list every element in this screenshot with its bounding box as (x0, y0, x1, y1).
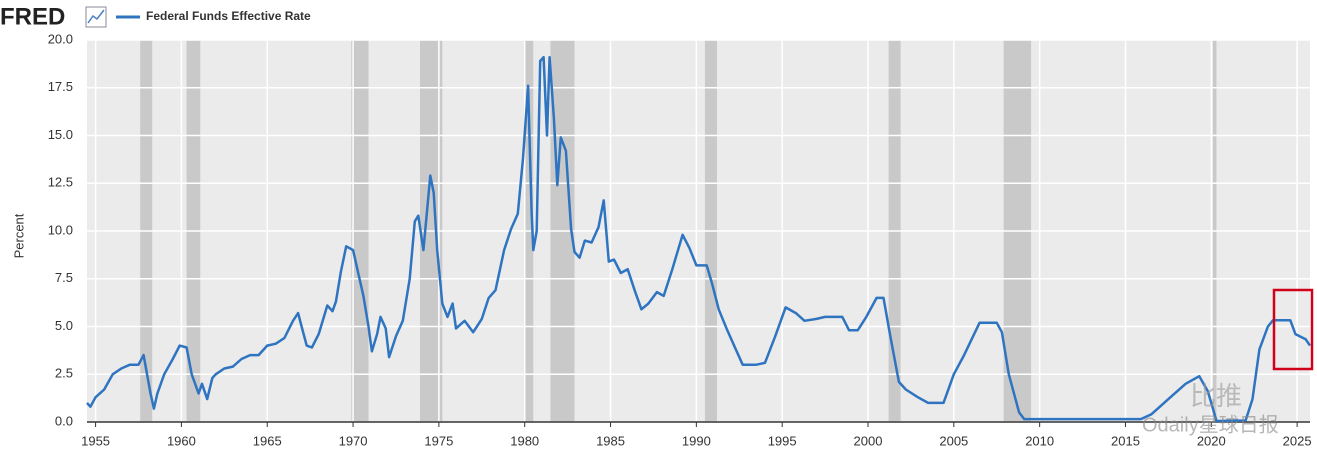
y-axis-label: Percent (11, 213, 26, 258)
y-tick-label: 7.5 (55, 270, 73, 285)
y-tick-label: 5.0 (55, 318, 73, 333)
x-tick-label: 2020 (1197, 433, 1226, 448)
y-tick-label: 15.0 (48, 127, 73, 142)
x-tick-label: 2010 (1025, 433, 1054, 448)
y-tick-label: 17.5 (48, 79, 73, 94)
x-tick-label: 1980 (510, 433, 539, 448)
x-tick-label: 1990 (682, 433, 711, 448)
y-tick-label: 2.5 (55, 366, 73, 381)
x-tick-label: 1975 (424, 433, 453, 448)
x-tick-label: 1965 (253, 433, 282, 448)
x-tick-label: 2025 (1283, 433, 1312, 448)
x-tick-label: 2015 (1111, 433, 1140, 448)
y-tick-label: 10.0 (48, 222, 73, 237)
logo-icon-line (87, 9, 105, 24)
x-tick-label: 1995 (768, 433, 797, 448)
y-tick-label: 20.0 (48, 31, 73, 46)
x-tick-label: 1985 (596, 433, 625, 448)
series-line (86, 55, 1312, 423)
watermark: Odaily星球日报 (1142, 413, 1279, 436)
logo-icon (85, 6, 107, 28)
watermark: 比推 (1190, 381, 1242, 411)
highlight-box (1272, 288, 1314, 371)
legend-label: Federal Funds Effective Rate (146, 9, 311, 23)
logo: FRED (0, 3, 65, 30)
x-tick-label: 2005 (939, 433, 968, 448)
y-tick-label: 0.0 (55, 413, 73, 428)
x-tick-label: 1960 (167, 433, 196, 448)
x-tick-label: 1970 (339, 433, 368, 448)
x-tick-label: 2000 (854, 433, 883, 448)
x-tick-label: 1955 (81, 433, 110, 448)
y-tick-label: 12.5 (48, 175, 73, 190)
